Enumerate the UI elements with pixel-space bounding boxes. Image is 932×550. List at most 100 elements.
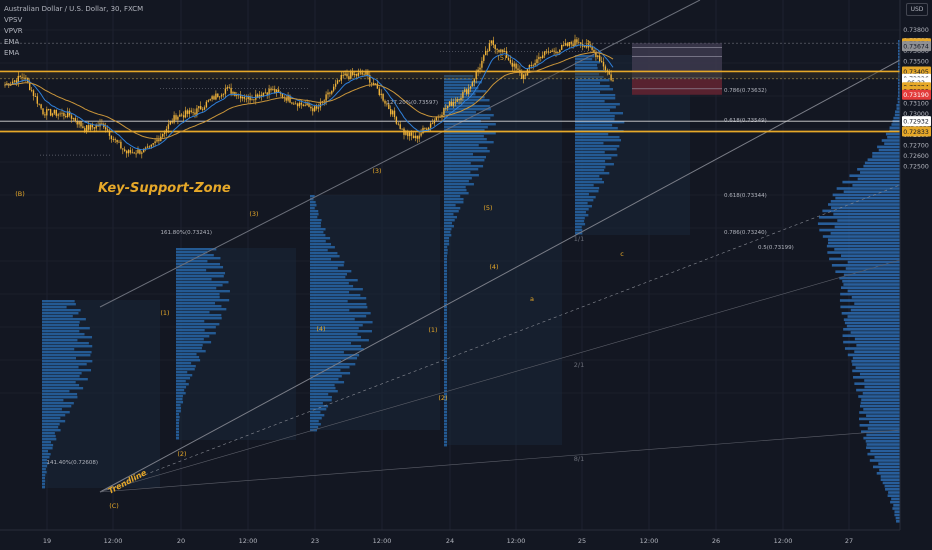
candle-body xyxy=(217,93,219,98)
indicator-ema-2[interactable]: EMA xyxy=(4,49,20,57)
candle-body xyxy=(87,125,90,130)
session-profile-bar xyxy=(176,359,201,362)
session-profile-bar xyxy=(444,108,491,111)
candle-body xyxy=(378,88,380,96)
vpvr-bar xyxy=(835,270,900,273)
indicator-ema-1[interactable]: EMA xyxy=(4,38,20,46)
vpvr-bar xyxy=(898,52,900,56)
fib-label: 161.80%(0.73241) xyxy=(160,230,212,236)
session-profile-bar xyxy=(310,294,361,297)
vpvr-bar xyxy=(867,158,900,161)
session-profile-bar xyxy=(575,106,616,109)
vpvr-bar xyxy=(841,254,900,257)
session-profile-bar xyxy=(444,159,485,162)
session-profile-bar xyxy=(176,434,179,437)
session-profile-bar xyxy=(176,287,217,290)
time-axis[interactable]: 19 12:00 20 12:00 23 12:00 24 12:00 25 12:00 26 12:… xyxy=(0,529,932,550)
session-profile-bar xyxy=(42,327,90,330)
time-tick-label: 12:00 xyxy=(507,537,526,545)
session-profile-bar xyxy=(575,169,605,172)
candle-body xyxy=(597,55,599,58)
candle-body xyxy=(179,114,181,117)
candle-body xyxy=(397,123,399,125)
candle-body xyxy=(441,114,443,118)
candle-body xyxy=(325,94,327,101)
candle-body xyxy=(63,112,65,116)
vpvr-bar xyxy=(840,305,900,309)
time-tick-label: 12:00 xyxy=(104,537,123,545)
candle-body xyxy=(44,114,46,116)
candle-body xyxy=(486,50,489,52)
candle-body xyxy=(557,52,559,54)
session-profile-bar xyxy=(42,399,64,402)
session-profile-bar xyxy=(444,165,484,168)
candle-body xyxy=(15,80,18,83)
candle-body xyxy=(173,115,175,123)
vpvr-bar xyxy=(817,222,900,225)
vpvr-bar xyxy=(863,164,900,168)
candle-body xyxy=(502,49,504,53)
candle-body xyxy=(593,49,595,52)
indicator-vpsv[interactable]: VPSV xyxy=(4,16,23,24)
candle-body xyxy=(219,96,221,98)
session-profile-bar xyxy=(444,327,447,330)
candle-body xyxy=(363,74,365,76)
candle-body xyxy=(144,147,147,149)
session-profile-bar xyxy=(444,135,484,138)
vpvr-bar xyxy=(884,484,900,488)
vpvr-bar xyxy=(841,312,900,315)
session-profile-bar xyxy=(310,324,363,327)
indicator-vpvr[interactable]: VPVR xyxy=(4,27,23,35)
candle-body xyxy=(608,71,610,75)
session-profile-bar xyxy=(444,255,447,258)
candle-body xyxy=(391,110,394,115)
candle-body xyxy=(53,109,56,114)
candle-body xyxy=(72,118,75,119)
session-profile-bar xyxy=(176,395,183,398)
vpvr-bar xyxy=(837,219,900,222)
candle-body xyxy=(21,77,23,79)
session-profile-bar xyxy=(444,171,471,174)
zone-annotation: Key-Support-Zone xyxy=(98,181,231,196)
session-profile-bar xyxy=(444,426,447,429)
session-profile-bar xyxy=(42,375,80,378)
price-tick-label: 0.72700 xyxy=(903,143,929,150)
session-profile-bar xyxy=(176,356,200,359)
candle-body xyxy=(481,60,483,68)
ema-fast-line xyxy=(4,44,614,151)
vpvr-bar xyxy=(855,366,900,369)
candle-body xyxy=(207,100,209,102)
candle-body xyxy=(549,51,551,53)
price-axis[interactable]: 0.738000.737000.736000.735000.733220.731… xyxy=(899,0,932,550)
candle-body xyxy=(304,105,306,107)
session-profile-bar xyxy=(575,109,610,112)
session-profile-bar xyxy=(444,297,447,300)
candle-body xyxy=(48,109,50,110)
currency-button[interactable]: USD xyxy=(906,3,928,16)
session-profile-bar xyxy=(444,312,447,315)
candle-body xyxy=(36,96,38,104)
session-profile-bar xyxy=(575,136,620,139)
session-profile-bar xyxy=(444,234,452,237)
candle-body xyxy=(352,72,354,75)
session-profile-bar xyxy=(310,348,364,351)
candle-body xyxy=(201,109,204,111)
session-profile-bar xyxy=(176,320,205,323)
session-profile-bar xyxy=(444,138,487,141)
vpvr-bar xyxy=(896,520,900,523)
session-profile-bar xyxy=(42,486,45,489)
session-profile-bar xyxy=(310,285,354,288)
candle-body xyxy=(469,86,472,89)
session-profile-bar xyxy=(444,402,447,405)
vpvr-bar xyxy=(866,433,900,437)
candle-body xyxy=(106,129,109,131)
vpvr-bar xyxy=(878,462,900,465)
candle-body xyxy=(23,77,25,79)
candle-body xyxy=(523,74,525,79)
candle-body xyxy=(429,123,432,128)
candle-body xyxy=(91,124,94,128)
vpvr-bar xyxy=(843,318,900,321)
candle-body xyxy=(124,149,126,151)
candle-body xyxy=(251,99,253,101)
